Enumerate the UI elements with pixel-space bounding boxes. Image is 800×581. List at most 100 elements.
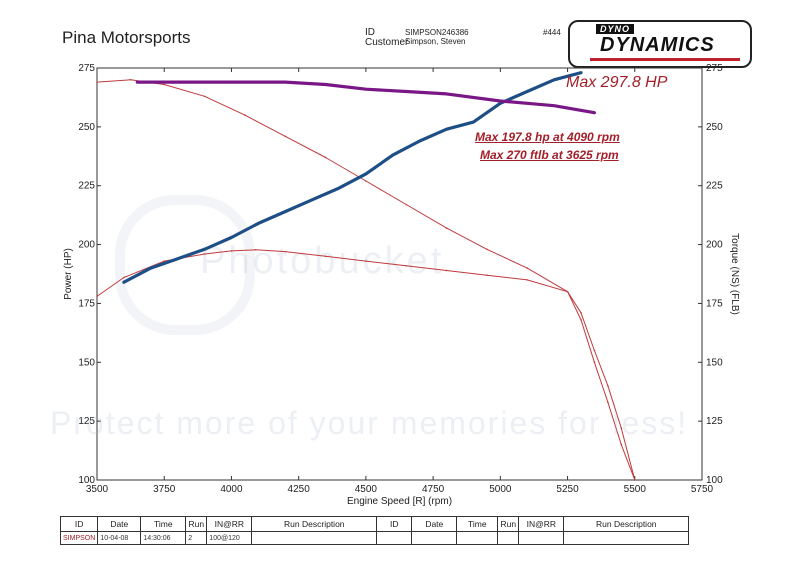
column-header: Time: [456, 516, 499, 532]
series-point-2: [203, 95, 206, 98]
series-point-3: [445, 128, 448, 131]
y2-tick-label: 100: [706, 475, 723, 486]
y-tick-label: 225: [78, 181, 95, 192]
series-point-3: [391, 153, 394, 157]
plot-frame: [96, 67, 703, 481]
table-cell: 14:30:06: [140, 531, 187, 545]
table-cell: 10-04-08: [97, 531, 142, 545]
y-tick-label: 250: [78, 122, 95, 133]
series-point-2: [324, 156, 327, 159]
y-tick-label: 200: [78, 240, 95, 251]
column-header: IN@RR: [206, 516, 253, 532]
id-value: SIMPSON246386: [405, 28, 469, 37]
series-point-3: [230, 236, 233, 239]
run-table: ID Date Time Run IN@RR Run Description ID Date T…: [59, 516, 690, 545]
series-point-1: [163, 260, 166, 262]
series-point-2: [445, 227, 448, 229]
run-table-header-row: ID Date Time Run IN@RR Run Description ID Date T…: [59, 516, 690, 532]
series-point-4: [499, 99, 502, 103]
series-point-2: [129, 78, 132, 81]
series-point-4: [176, 80, 179, 84]
table-cell: [497, 531, 520, 545]
y2-tick-label: 125: [706, 416, 723, 427]
series-point-1: [96, 295, 98, 298]
series-point-2: [284, 135, 287, 138]
x-tick-label: 5000: [489, 484, 512, 495]
series-point-2: [405, 203, 408, 206]
series-point-4: [364, 87, 368, 91]
table-cell: [411, 531, 458, 545]
series-point-2: [526, 267, 529, 269]
series-point-3: [579, 71, 583, 74]
watermark-brand: Photobucket: [200, 240, 445, 282]
series-point-2: [580, 319, 582, 321]
series-point-3: [552, 78, 556, 81]
id-label: ID: [365, 27, 375, 38]
column-header: IN@RR: [518, 516, 565, 532]
series-point-3: [499, 102, 502, 105]
x-tick-label: 5250: [556, 484, 579, 495]
series-point-4: [284, 80, 287, 84]
series-point-4: [230, 80, 233, 84]
table-cell: 2: [185, 531, 208, 545]
watermark-slogan: Protect more of your memories for less!: [50, 405, 689, 441]
series-point-3: [176, 257, 179, 260]
series-point-1: [254, 248, 257, 251]
x-axis-label: Engine Speed [R] (rpm): [347, 496, 452, 507]
logo-underline: [590, 58, 740, 61]
series-point-3: [203, 248, 206, 251]
series-point-1: [203, 253, 206, 255]
customer-value: Simpson, Steven: [405, 37, 466, 46]
series-point-1: [486, 274, 488, 276]
series-point-1: [593, 349, 596, 352]
series-point-4: [593, 111, 596, 114]
series-point-4: [445, 92, 448, 96]
series-point-1: [365, 260, 367, 262]
y-axis-label: Power (HP): [63, 248, 74, 300]
column-header: ID: [59, 516, 99, 532]
table-cell: SIMPSON: [59, 531, 99, 545]
series-point-4: [526, 102, 529, 105]
y2-axis-label: Torque (NS) (FLB): [729, 233, 740, 315]
series-point-3: [284, 210, 287, 213]
series-point-3: [337, 186, 341, 190]
table-cell: [251, 531, 378, 545]
series-point-2: [593, 361, 596, 364]
customer-label: Customer: [365, 37, 409, 48]
series-point-2: [486, 248, 488, 251]
series-point-1: [607, 385, 609, 387]
series-point-1: [580, 312, 582, 314]
series-point-4: [324, 83, 327, 86]
series-point-2: [566, 290, 569, 293]
column-header: Time: [140, 516, 187, 532]
shop-title: Pina Motorsports: [62, 28, 191, 47]
y-tick-label: 275: [78, 63, 95, 74]
series-point-2: [633, 479, 636, 481]
column-header: Run Description: [251, 516, 378, 532]
column-header: Date: [97, 516, 142, 532]
series-point-2: [244, 114, 246, 116]
column-header: Run Description: [563, 516, 690, 532]
series-point-3: [257, 222, 260, 225]
x-tick-label: 5750: [691, 484, 714, 495]
series-line-3: [122, 71, 583, 284]
y-tick-label: 125: [78, 416, 95, 427]
series-point-3: [418, 139, 421, 143]
series-point-1: [445, 269, 448, 272]
series-point-3: [310, 198, 314, 202]
series-point-3: [364, 172, 368, 176]
y2-tick-label: 225: [706, 181, 723, 192]
table-cell: [456, 531, 499, 545]
run-table-row: SIMPSON 10-04-08 14:30:06 2 100@120: [59, 531, 690, 545]
column-header: ID: [376, 516, 413, 532]
x-tick-label: 4750: [422, 484, 445, 495]
series-point-1: [123, 276, 125, 279]
table-cell: [376, 531, 413, 545]
series-point-2: [607, 401, 609, 404]
column-header: Run: [497, 516, 520, 532]
watermark-circle: [115, 195, 255, 335]
series-line-2: [96, 79, 636, 481]
y2-tick-label: 150: [706, 357, 723, 368]
y-tick-label: 175: [78, 298, 95, 309]
dyno-dynamics-logo: DYNO DYNAMICS: [568, 20, 752, 68]
